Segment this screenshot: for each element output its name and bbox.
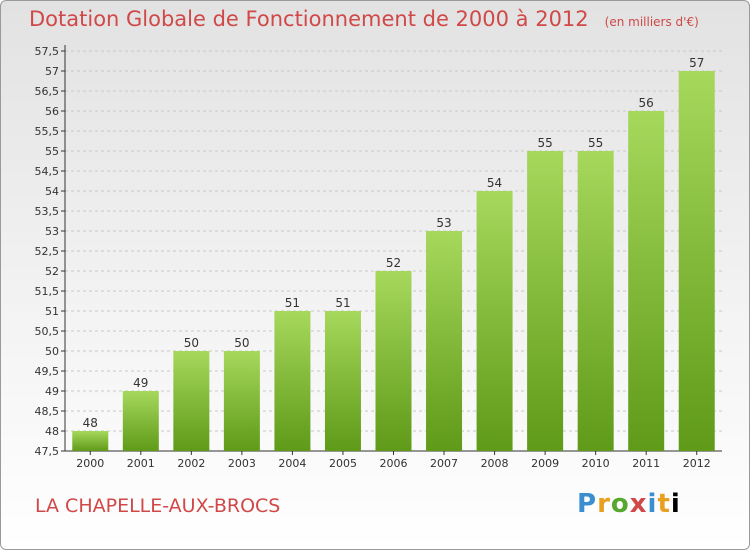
y-tick-label: 57,5 [35,45,60,58]
x-tick-label: 2002 [177,457,205,470]
x-tick-label: 2003 [228,457,256,470]
y-tick-label: 50 [45,345,59,358]
bar-2000 [72,431,109,451]
bar-value-label: 51 [285,296,300,310]
bar-2010 [577,151,614,451]
bar-value-label: 49 [133,376,148,390]
bar-2011 [628,111,665,451]
y-tick-label: 53 [45,225,59,238]
y-tick-label: 47,5 [35,445,60,458]
bar-2008 [476,191,513,451]
y-tick-label: 53,5 [35,205,60,218]
bar-value-label: 55 [588,136,603,150]
x-tick-label: 2010 [582,457,610,470]
x-tick-label: 2007 [430,457,458,470]
bar-2005 [324,311,361,451]
x-tick-label: 2012 [683,457,711,470]
bar-value-label: 52 [386,256,401,270]
y-tick-label: 48 [45,425,59,438]
bar-2004 [274,311,311,451]
y-tick-label: 52 [45,265,59,278]
proxiti-logo: Proxiti [577,489,681,519]
bar-value-label: 53 [436,216,451,230]
y-tick-label: 55 [45,145,59,158]
x-tick-label: 2001 [127,457,155,470]
chart-unit-note: (en milliers d'€) [604,15,699,29]
bar-value-label: 55 [537,136,552,150]
y-tick-label: 55,5 [35,125,60,138]
bar-2006 [375,271,412,451]
bar-value-label: 57 [689,56,704,70]
bar-2012 [678,71,715,451]
bar-2003 [223,351,260,451]
x-tick-label: 2005 [329,457,357,470]
bar-value-label: 51 [335,296,350,310]
x-tick-label: 2011 [632,457,660,470]
chart-title-block: Dotation Globale de Fonctionnement de 20… [29,7,699,37]
y-tick-label: 56,5 [35,85,60,98]
y-tick-label: 56 [45,105,59,118]
bar-value-label: 50 [184,336,199,350]
x-tick-label: 2008 [481,457,509,470]
x-tick-label: 2009 [531,457,559,470]
chart-title: Dotation Globale de Fonctionnement de 20… [29,7,589,31]
bar-2009 [527,151,564,451]
bar-2007 [426,231,463,451]
y-tick-label: 49,5 [35,365,60,378]
y-tick-label: 52,5 [35,245,60,258]
bar-chart: 47,5 48 48,5 49 49,5 50 50,5 51 51,5 52 52,5 53 53,5… [35,45,722,470]
bar-value-label: 48 [83,416,98,430]
y-tick-label: 51 [45,305,59,318]
y-tick-label: 50,5 [35,325,60,338]
y-tick-label: 57 [45,65,59,78]
x-tick-label: 2000 [76,457,104,470]
y-tick-label: 49 [45,385,59,398]
y-tick-label: 54,5 [35,165,60,178]
y-tick-label: 54 [45,185,59,198]
x-tick-label: 2004 [278,457,306,470]
y-tick-label: 51,5 [35,285,60,298]
bar-value-label: 54 [487,176,502,190]
x-tick-label: 2006 [380,457,408,470]
bar-value-label: 50 [234,336,249,350]
bar-2001 [122,391,159,451]
bar-2002 [173,351,210,451]
bar-value-label: 56 [639,96,654,110]
commune-name: LA CHAPELLE-AUX-BROCS [35,495,281,517]
y-tick-label: 48,5 [35,405,60,418]
